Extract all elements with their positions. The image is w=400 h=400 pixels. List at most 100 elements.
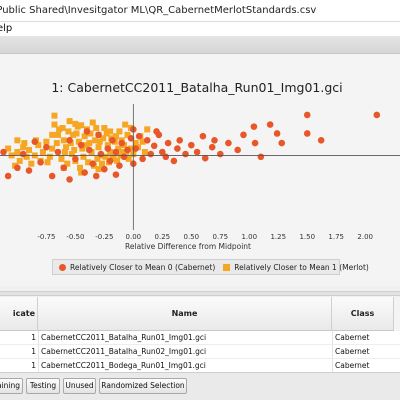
merlot-point[interactable] (51, 112, 58, 119)
cabernet-point[interactable] (273, 130, 281, 137)
merlot-point[interactable] (79, 145, 86, 152)
table-row[interactable]: 1 CabernetCC2011_Bodega_Run01_Img01.gci … (0, 359, 400, 373)
cabernet-point[interactable] (37, 158, 44, 166)
cabernet-point[interactable] (188, 141, 195, 149)
merlot-point[interactable] (23, 153, 30, 160)
merlot-point[interactable] (77, 164, 83, 171)
merlot-point[interactable] (81, 133, 88, 140)
cabernet-point[interactable] (240, 131, 247, 139)
cabernet-point[interactable] (139, 155, 146, 163)
merlot-point[interactable] (21, 140, 28, 147)
testing-button[interactable]: Testing (26, 378, 60, 394)
merlot-point[interactable] (49, 145, 56, 152)
cabernet-point[interactable] (14, 164, 21, 172)
merlot-point[interactable] (71, 146, 78, 153)
merlot-point[interactable] (101, 125, 108, 131)
table-row[interactable]: 1 CabernetCC2011_Batalha_Run02_Img01.gci… (0, 345, 400, 359)
merlot-point[interactable] (78, 122, 85, 129)
merlot-point[interactable] (92, 137, 99, 144)
cabernet-point[interactable] (0, 148, 7, 156)
cabernet-point[interactable] (174, 145, 181, 152)
column-header-replicate[interactable]: icate (0, 297, 38, 331)
cabernet-point[interactable] (106, 157, 114, 165)
merlot-point[interactable] (107, 128, 114, 135)
menu-help[interactable]: elp (0, 23, 13, 34)
cabernet-point[interactable] (92, 172, 100, 180)
cabernet-point[interactable] (4, 172, 12, 180)
merlot-point[interactable] (124, 131, 131, 138)
training-button[interactable]: aining (0, 378, 23, 394)
cabernet-point[interactable] (132, 145, 139, 152)
merlot-point[interactable] (103, 130, 110, 137)
cabernet-point[interactable] (19, 150, 27, 158)
merlot-point[interactable] (95, 144, 102, 151)
cabernet-point[interactable] (120, 153, 128, 161)
cabernet-point[interactable] (89, 160, 97, 167)
cabernet-point[interactable] (159, 148, 166, 156)
cabernet-point[interactable] (208, 143, 216, 151)
merlot-point[interactable] (93, 125, 100, 131)
merlot-point[interactable] (60, 137, 67, 144)
merlot-point[interactable] (20, 144, 27, 151)
cabernet-point[interactable] (81, 169, 88, 176)
merlot-point[interactable] (75, 138, 82, 145)
cabernet-point[interactable] (31, 138, 39, 146)
cabernet-point[interactable] (124, 146, 131, 154)
cabernet-point[interactable] (303, 111, 311, 119)
merlot-point[interactable] (53, 140, 60, 147)
merlot-point[interactable] (139, 138, 146, 145)
merlot-point[interactable] (132, 140, 139, 147)
merlot-point[interactable] (16, 157, 23, 164)
cabernet-point[interactable] (278, 139, 286, 147)
cabernet-point[interactable] (127, 134, 135, 142)
cabernet-point[interactable] (116, 162, 123, 170)
cabernet-point[interactable] (77, 141, 85, 149)
merlot-point[interactable] (70, 131, 77, 138)
merlot-point[interactable] (49, 131, 56, 138)
cabernet-point[interactable] (250, 123, 258, 130)
cabernet-point[interactable] (118, 139, 126, 147)
table-row[interactable]: 1 CabernetCC2011_Batalha_Run01_Img01.gci… (0, 331, 400, 345)
merlot-point[interactable] (46, 153, 53, 160)
cabernet-point[interactable] (303, 130, 311, 137)
merlot-point[interactable] (25, 146, 32, 153)
cabernet-point[interactable] (211, 137, 218, 144)
cabernet-point[interactable] (216, 150, 224, 158)
merlot-point[interactable] (35, 142, 42, 149)
cabernet-point[interactable] (182, 150, 189, 158)
merlot-point[interactable] (66, 118, 73, 125)
merlot-point[interactable] (107, 149, 114, 155)
merlot-point[interactable] (125, 155, 132, 162)
merlot-point[interactable] (5, 145, 12, 152)
merlot-point[interactable] (59, 125, 66, 131)
cabernet-point[interactable] (257, 153, 265, 161)
cabernet-point[interactable] (234, 146, 241, 154)
merlot-point[interactable] (85, 159, 92, 166)
column-header-name[interactable]: Name (38, 297, 332, 331)
merlot-point[interactable] (65, 128, 72, 135)
cabernet-point[interactable] (153, 128, 160, 135)
cabernet-point[interactable] (201, 154, 209, 162)
cabernet-point[interactable] (112, 171, 120, 178)
merlot-point[interactable] (114, 157, 121, 164)
merlot-point[interactable] (68, 151, 75, 158)
merlot-point[interactable] (44, 159, 51, 166)
unused-button[interactable]: Unused (63, 378, 96, 394)
merlot-point[interactable] (58, 155, 65, 162)
merlot-point[interactable] (122, 121, 129, 128)
cabernet-point[interactable] (95, 131, 102, 139)
merlot-point[interactable] (14, 137, 21, 144)
cabernet-point[interactable] (150, 142, 158, 150)
merlot-point[interactable] (115, 145, 122, 152)
cabernet-point[interactable] (66, 176, 73, 183)
merlot-point[interactable] (119, 149, 126, 155)
merlot-point[interactable] (80, 153, 87, 160)
merlot-point[interactable] (54, 131, 61, 138)
merlot-point[interactable] (116, 128, 123, 135)
cabernet-point[interactable] (135, 132, 143, 140)
cabernet-point[interactable] (162, 153, 170, 161)
merlot-point[interactable] (28, 160, 35, 167)
merlot-point[interactable] (144, 126, 151, 133)
cabernet-point[interactable] (66, 137, 73, 144)
cabernet-point[interactable] (251, 139, 259, 147)
